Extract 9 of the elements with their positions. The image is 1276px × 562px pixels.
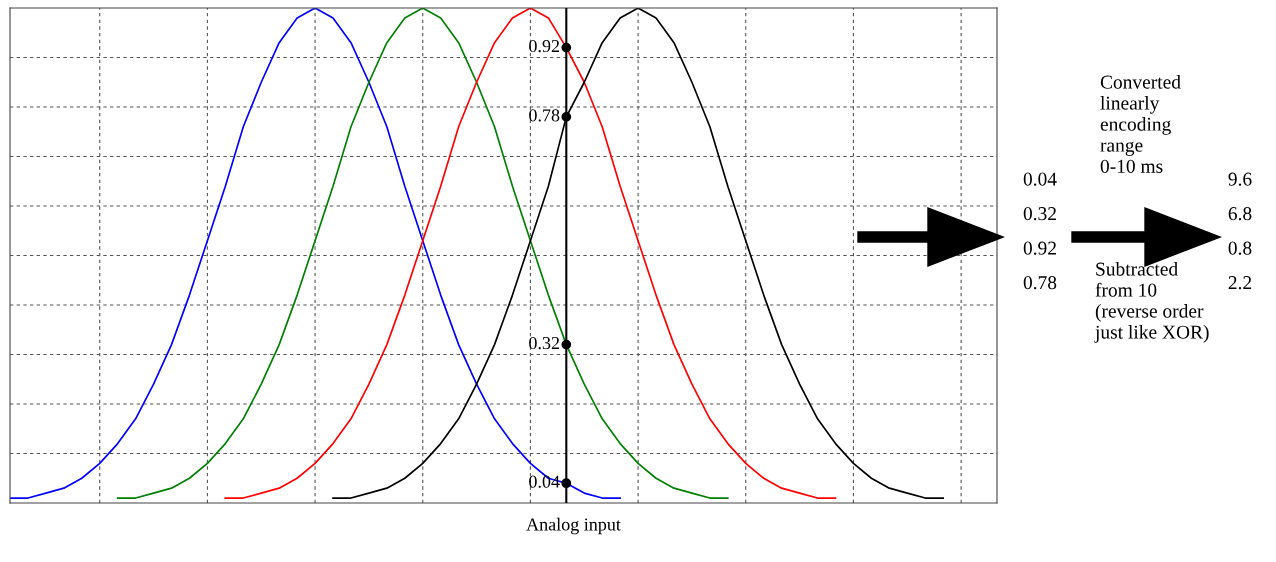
text: Converted linearly encoding range 0-10 ms: [1100, 75, 1181, 173]
data-label: 0.32: [529, 336, 560, 350]
text: 9.6 6.8 0.8 2.2: [1228, 172, 1252, 290]
text: 0.04 0.32 0.92 0.78: [1023, 172, 1057, 290]
data-label: 0.04: [529, 475, 560, 488]
text: Subtracted from 10 (reverse order just like XOR): [1094, 262, 1209, 343]
data-label: 0.78: [529, 109, 560, 122]
text: Analog input: [526, 517, 621, 535]
data-label: 0.92: [529, 39, 560, 53]
